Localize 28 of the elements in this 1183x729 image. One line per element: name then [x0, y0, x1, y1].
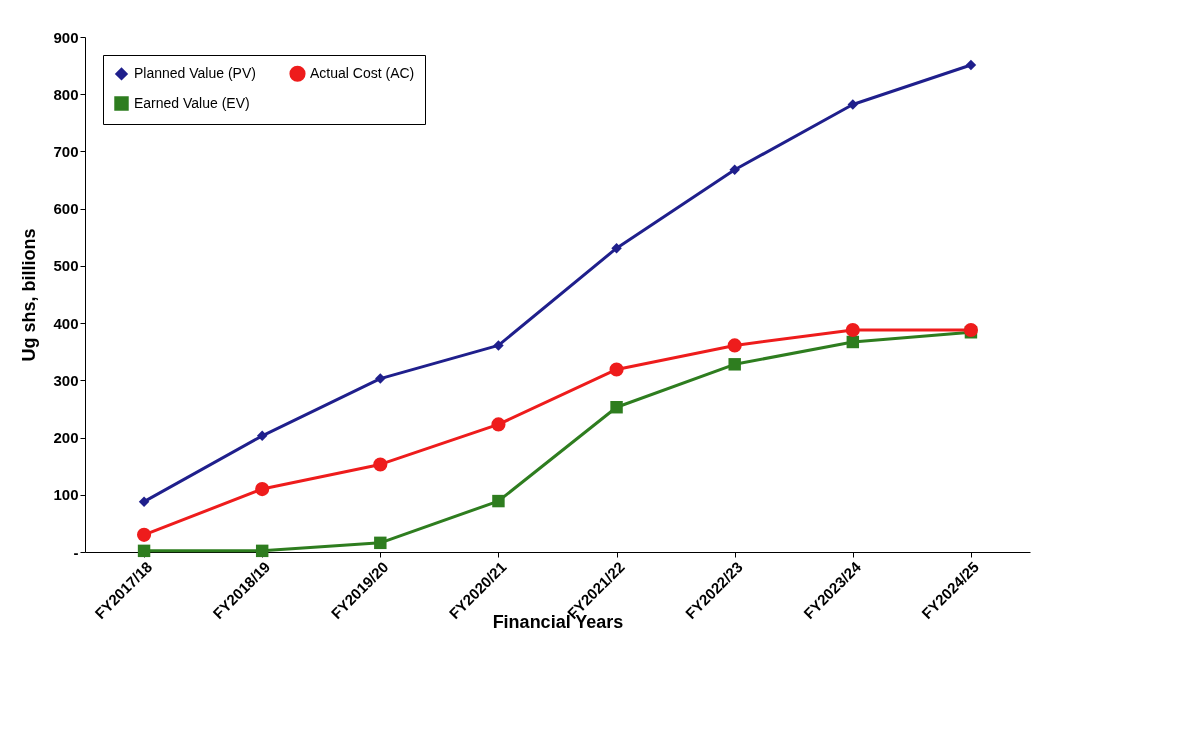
point [255, 482, 270, 497]
point [963, 322, 979, 338]
y-tick-label: 300 [53, 371, 79, 389]
point [374, 536, 387, 550]
point [373, 457, 388, 472]
legend-label: Earned Value (EV) [134, 94, 250, 111]
point [137, 544, 151, 558]
y-tick-label: - [73, 543, 79, 561]
point [609, 362, 624, 377]
point [255, 544, 269, 558]
point [845, 322, 860, 338]
legend-label: Planned Value (PV) [134, 64, 256, 81]
y-tick-label: 200 [53, 429, 79, 447]
y-tick-label: 400 [53, 314, 79, 332]
y-axis-title: Ug shs, billions [19, 228, 40, 362]
y-tick-label: 900 [53, 28, 79, 46]
y-tick-label: 800 [53, 85, 79, 103]
y-tick-label: 700 [53, 142, 79, 160]
point [136, 527, 152, 542]
point [491, 417, 506, 432]
point [492, 494, 505, 508]
point [846, 335, 860, 349]
y-tick-label: 600 [53, 200, 79, 218]
legend-label: Actual Cost (AC) [310, 64, 415, 81]
point [610, 401, 623, 414]
y-tick-label: 500 [53, 257, 79, 275]
point [727, 338, 742, 353]
y-tick-label: 100 [53, 486, 79, 504]
